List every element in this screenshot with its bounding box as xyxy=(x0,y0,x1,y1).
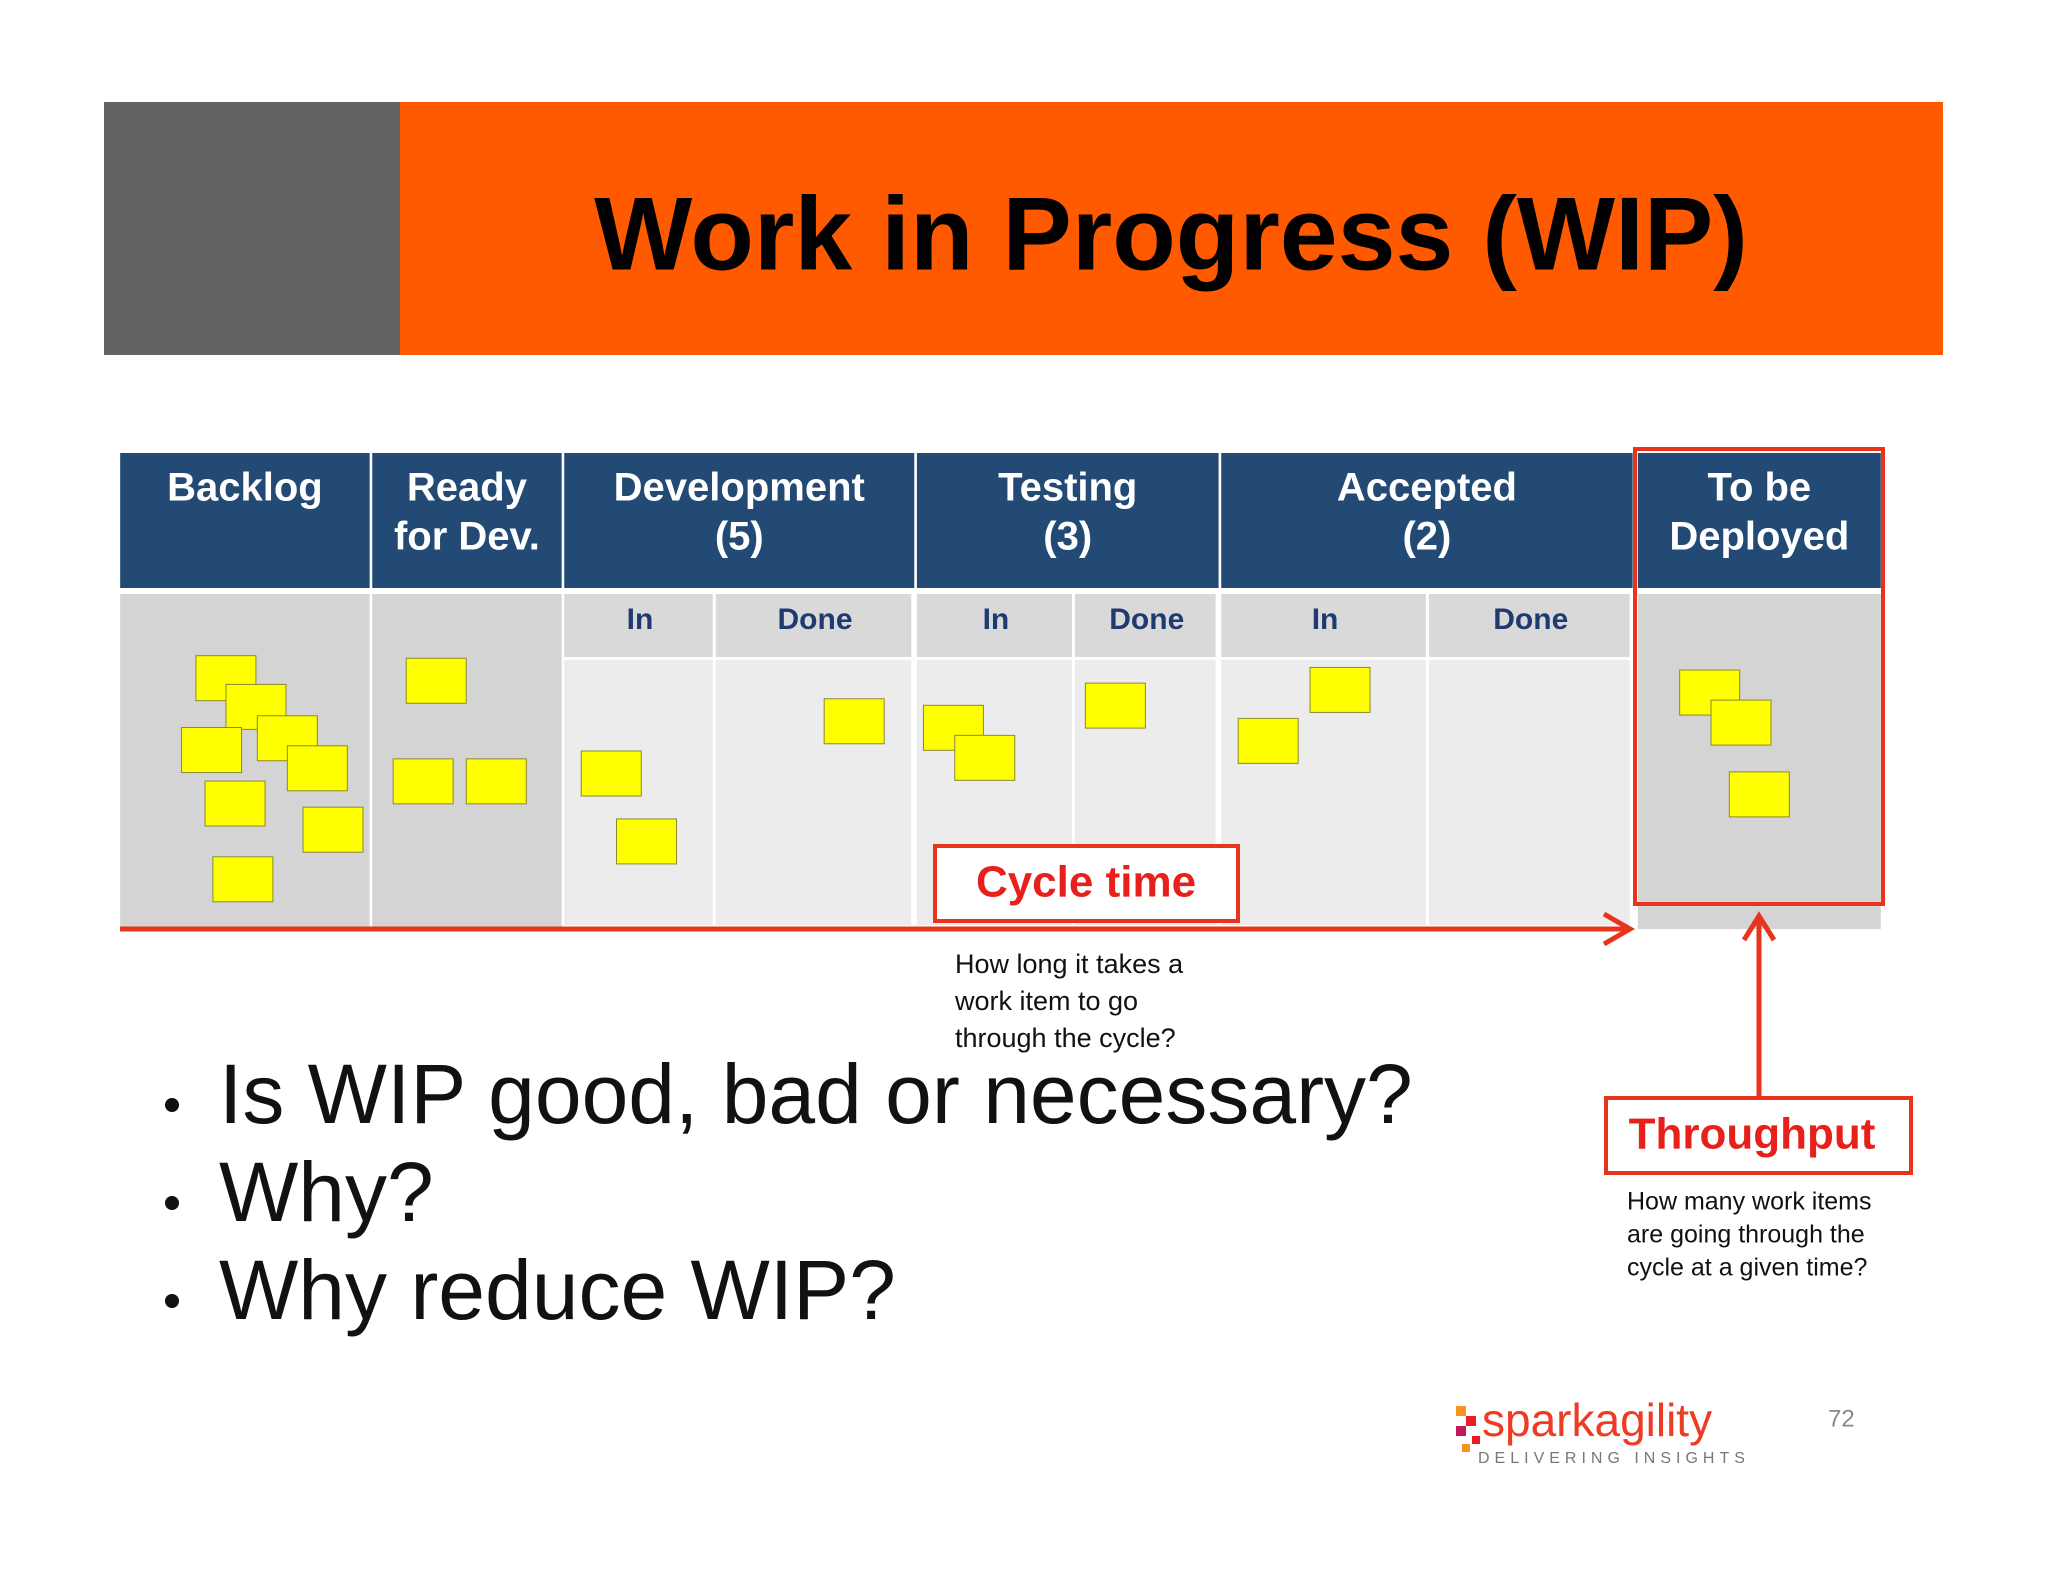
column-title: (2) xyxy=(1402,515,1451,559)
subcolumn-header xyxy=(1074,594,1216,657)
bullet-dot xyxy=(165,1098,179,1112)
sticky-note xyxy=(1084,682,1146,729)
throughput-arrow-head xyxy=(1741,911,1777,942)
logo-pixel xyxy=(1472,1436,1480,1444)
sticky-note xyxy=(1309,666,1371,713)
bullet-text: Why reduce WIP? xyxy=(219,1243,896,1337)
subcolumn-title: In xyxy=(1312,603,1339,636)
sticky-note xyxy=(181,727,243,774)
column-header xyxy=(1637,453,1881,588)
logo-pixel xyxy=(1456,1406,1466,1416)
bullet-text: Is WIP good, bad or necessary? xyxy=(219,1047,1413,1141)
column-title: Development xyxy=(614,466,865,510)
subcolumn-header xyxy=(916,594,1072,657)
column-title: Backlog xyxy=(167,466,323,510)
bullet-dot xyxy=(165,1294,179,1308)
description-line: are going through the xyxy=(1627,1221,1865,1249)
column-title: for Dev. xyxy=(394,515,540,559)
throughput-description: How many work items are going through the… xyxy=(1627,1188,1872,1282)
logo-pixel xyxy=(1466,1416,1476,1426)
logo-tagline: DELIVERING INSIGHTS xyxy=(1478,1450,1750,1467)
throughput-label: Throughput xyxy=(1629,1110,1876,1159)
subcolumn-title: Done xyxy=(1493,603,1568,636)
logo-pixel xyxy=(1462,1444,1470,1452)
column-title: Deployed xyxy=(1669,515,1849,559)
logo-pixel xyxy=(1456,1426,1466,1436)
cycle-arrow-head xyxy=(1602,911,1636,947)
deploy-highlight xyxy=(1633,447,1885,906)
column-body xyxy=(1637,594,1881,929)
column-header xyxy=(564,453,915,588)
column-header xyxy=(120,453,370,588)
sticky-note xyxy=(1728,771,1790,818)
subcolumn-header xyxy=(715,594,912,657)
subcolumn-title: In xyxy=(627,603,654,636)
throughput-box xyxy=(1604,1096,1913,1175)
kanban-board: Backlog Ready for Dev. Development (5) In Done… xyxy=(120,453,1881,929)
sticky-note xyxy=(954,734,1016,781)
bullet-text: Why? xyxy=(219,1145,434,1239)
sticky-note xyxy=(302,806,364,853)
description-line: cycle at a given time? xyxy=(1627,1254,1867,1282)
column-title: Accepted xyxy=(1337,466,1517,510)
subcolumn-body xyxy=(1428,660,1630,925)
subcolumn-title: In xyxy=(983,603,1010,636)
subcolumn-title: Done xyxy=(778,603,853,636)
sticky-note xyxy=(286,745,348,792)
logo: sparkagility DELIVERING INSIGHTS xyxy=(1456,1394,1750,1467)
sticky-note xyxy=(1237,717,1299,764)
column-title: Ready xyxy=(407,466,528,510)
description-line: How many work items xyxy=(1627,1188,1872,1216)
description-line: work item to go xyxy=(954,986,1138,1016)
bullet-dot xyxy=(165,1196,179,1210)
header-orange-block xyxy=(400,102,1943,355)
cycle-time-label: Cycle time xyxy=(976,858,1196,907)
sticky-note xyxy=(823,698,885,745)
column-title: (5) xyxy=(715,515,764,559)
page-number: 72 xyxy=(1828,1405,1855,1432)
bullet-list: Is WIP good, bad or necessary?Why?Why re… xyxy=(165,1047,1413,1337)
subcolumn-title: Done xyxy=(1109,603,1184,636)
header-gray-block xyxy=(104,102,400,355)
subcolumn-header xyxy=(564,594,713,657)
subcolumn-header xyxy=(1428,594,1630,657)
sticky-note xyxy=(212,856,274,903)
sticky-note xyxy=(1710,699,1772,746)
subcolumn-header xyxy=(1221,594,1426,657)
logo-name: sparkagility xyxy=(1482,1394,1712,1446)
cycle-time-box xyxy=(933,844,1240,923)
column-header xyxy=(372,453,562,588)
description-line: through the cycle? xyxy=(955,1023,1176,1053)
sticky-note xyxy=(204,780,266,827)
column-title: (3) xyxy=(1043,515,1092,559)
sticky-note xyxy=(465,758,527,805)
sticky-note xyxy=(405,657,467,704)
cycle-time-description: How long it takes a work item to go throug… xyxy=(954,949,1184,1053)
sticky-note xyxy=(615,818,677,865)
sticky-note xyxy=(580,750,642,797)
sticky-note xyxy=(392,758,454,805)
column-title: Testing xyxy=(998,466,1137,510)
slide-title: Work in Progress (WIP) xyxy=(594,176,1748,292)
column-header xyxy=(1221,453,1633,588)
column-title: To be xyxy=(1707,466,1811,510)
column-header xyxy=(916,453,1219,588)
sticky-notes xyxy=(181,655,1790,903)
description-line: How long it takes a xyxy=(955,949,1184,979)
